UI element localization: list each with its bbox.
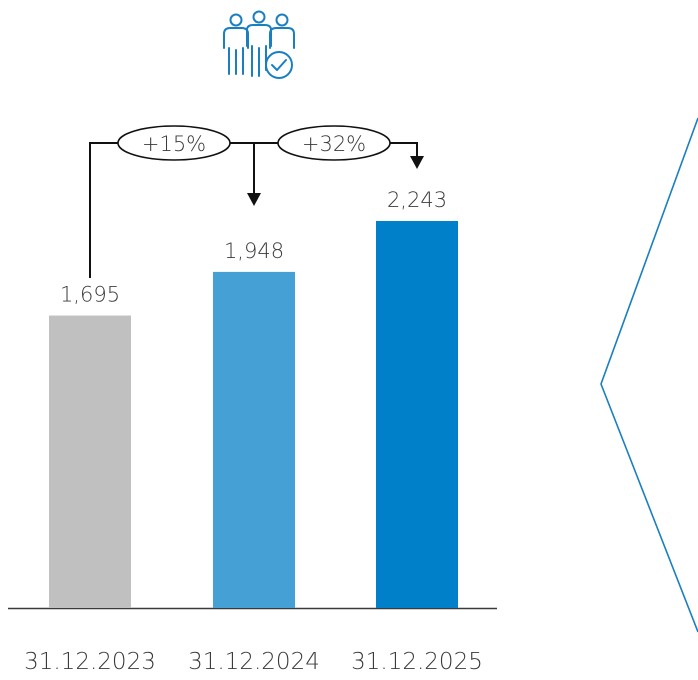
growth-bubble-2: [277, 125, 391, 161]
arrow-head-2025: [410, 156, 424, 169]
growth-connector: [89, 142, 418, 278]
category-label-2024: 31.12.2024: [188, 649, 320, 675]
value-label-2024: 1,948: [224, 239, 284, 263]
category-label-2023: 31.12.2023: [24, 649, 156, 675]
category-label-2025: 31.12.2025: [351, 649, 483, 675]
growth-label-2: +32%: [302, 132, 366, 156]
value-label-2023: 1,695: [60, 283, 120, 307]
growth-bubble-1: [117, 125, 231, 161]
decorative-chevron: [600, 117, 698, 633]
people-check-icon: [223, 10, 295, 79]
growth-label-1: +15%: [142, 132, 206, 156]
arrow-head-2024: [247, 193, 261, 206]
value-label-2025: 2,243: [387, 188, 447, 212]
bar-2024: [213, 271, 295, 608]
bar-2025: [376, 221, 458, 608]
bar-2023: [49, 315, 131, 608]
